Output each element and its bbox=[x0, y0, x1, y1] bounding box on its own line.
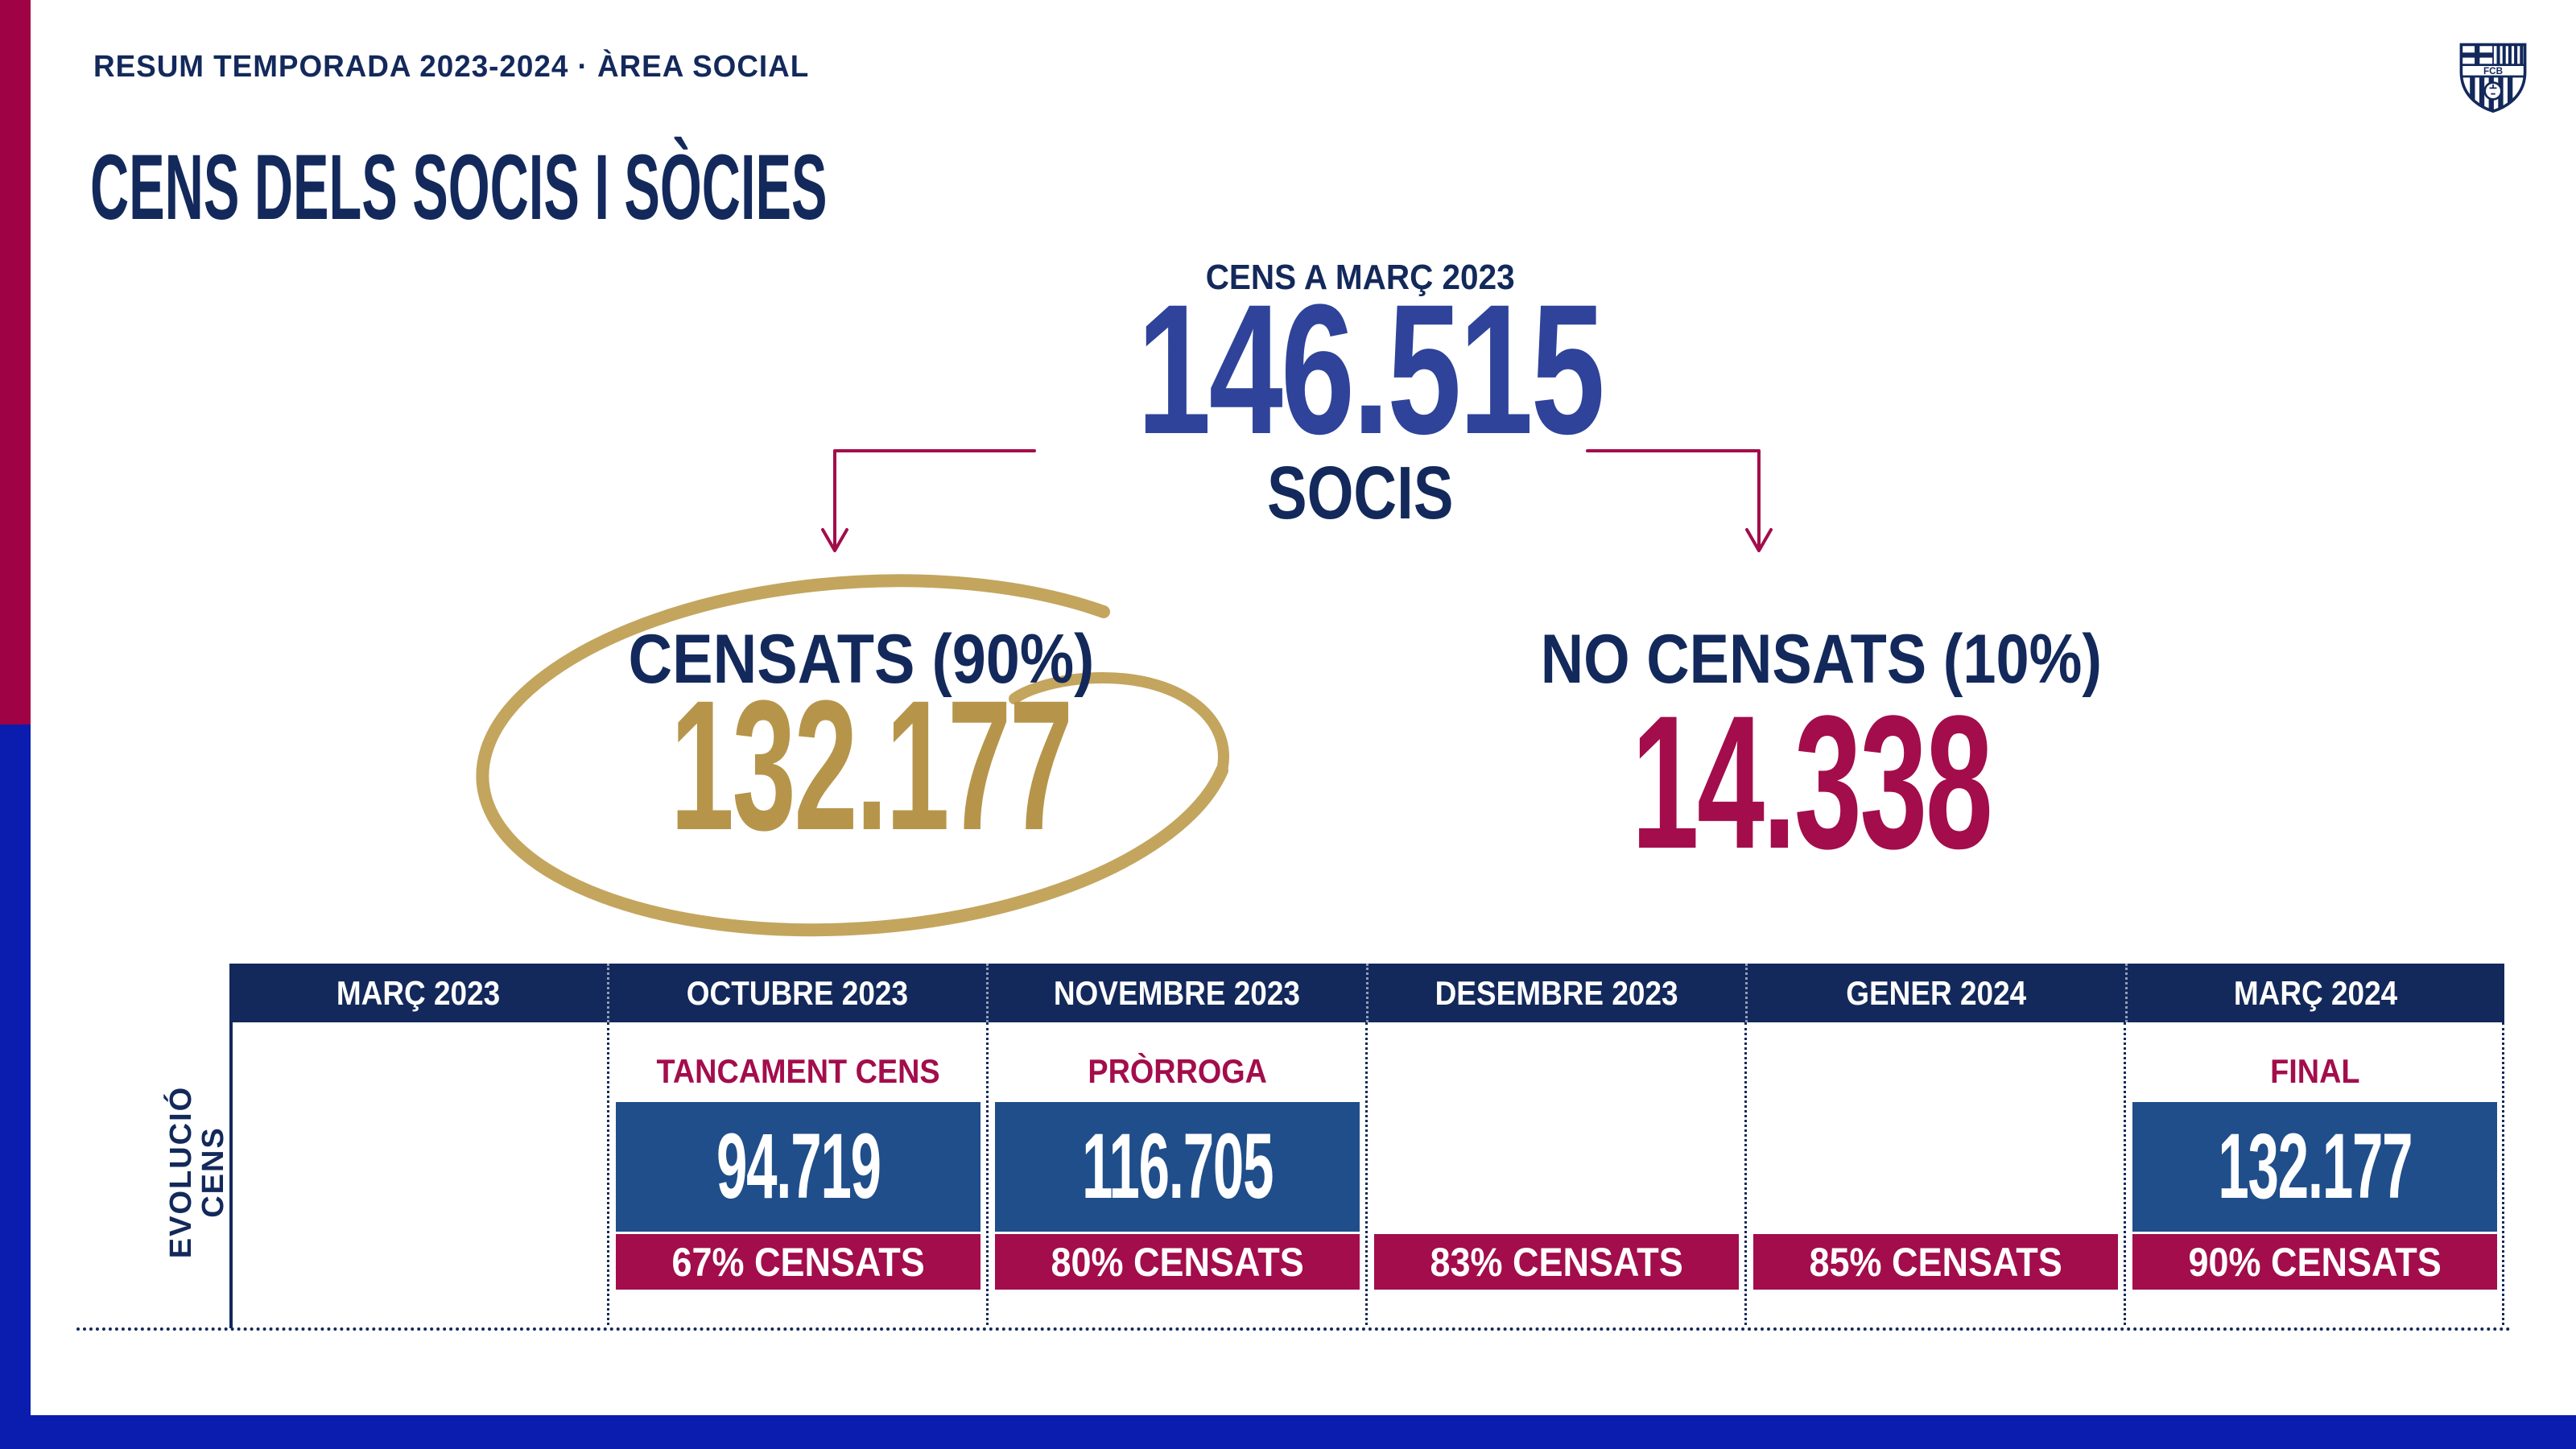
cell-percent-octubre: 67% CENSATS bbox=[616, 1234, 980, 1290]
header-marc-2023: MARÇ 2023 bbox=[336, 973, 500, 1012]
page-title-text: CENS DELS SOCIS I SÒCIES bbox=[90, 136, 828, 239]
censats-label: CENSATS (90%) bbox=[628, 621, 1095, 698]
row-label-evolucio-cens: EVOLUCIÓ CENS bbox=[164, 1085, 230, 1259]
hero-unit: SOCIS bbox=[1267, 451, 1454, 535]
header-octubre-2023: OCTUBRE 2023 bbox=[606, 964, 987, 1022]
header-gener-2024: GENER 2024 bbox=[1745, 964, 2125, 1022]
header-marc-2024: MARÇ 2024 bbox=[2124, 964, 2505, 1022]
header-desembre-2023: DESEMBRE 2023 bbox=[1365, 964, 1746, 1022]
cell-value-novembre: 116.705 bbox=[995, 1102, 1360, 1232]
no-censats-label: NO CENSATS (10%) bbox=[1540, 621, 2102, 698]
breadcrumb-text: RESUM TEMPORADA 2023-2024 · ÀREA SOCIAL bbox=[93, 50, 810, 84]
column-divider bbox=[2124, 1022, 2126, 1325]
table-header-row: MARÇ 2023 OCTUBRE 2023 NOVEMBRE 2023 DES… bbox=[229, 964, 2504, 1022]
evolution-table: MARÇ 2023 OCTUBRE 2023 NOVEMBRE 2023 DES… bbox=[229, 964, 2504, 1331]
left-stripe-blue bbox=[0, 724, 31, 1449]
column-divider bbox=[2502, 1022, 2504, 1325]
column-divider bbox=[986, 1022, 989, 1325]
no-censats-value: 14.338 bbox=[1631, 676, 1993, 889]
branch-arrows-icon bbox=[805, 437, 1787, 558]
cell-value-marc-2024: 132.177 bbox=[2132, 1102, 2497, 1232]
cell-percent-desembre: 83% CENSATS bbox=[1374, 1234, 1739, 1290]
hero-label: CENS A MARÇ 2023 bbox=[1206, 258, 1515, 297]
footer-bar bbox=[0, 1415, 2576, 1449]
gold-circle-icon bbox=[459, 539, 1264, 942]
hero-value: 146.515 bbox=[1137, 266, 1604, 473]
cell-tag-octubre: TANCAMENT CENS bbox=[656, 1052, 940, 1090]
cell-percent-gener: 85% CENSATS bbox=[1753, 1234, 2118, 1290]
crest-initials: FCB bbox=[2483, 66, 2503, 76]
left-stripe-maroon bbox=[0, 0, 31, 724]
column-divider bbox=[1744, 1022, 1747, 1325]
fcb-crest-icon: FCB bbox=[2457, 39, 2529, 114]
table-body: TANCAMENT CENS 94.719 67% CENSATS PRÒRRO… bbox=[229, 1022, 2504, 1328]
header-novembre-2023: NOVEMBRE 2023 bbox=[986, 964, 1366, 1022]
page-title: CENS DELS SOCIS I SÒCIES bbox=[90, 142, 1360, 234]
cell-percent-marc-2024: 90% CENSATS bbox=[2132, 1234, 2497, 1290]
censats-value: 132.177 bbox=[670, 662, 1074, 869]
cell-tag-novembre: PRÒRROGA bbox=[1088, 1052, 1267, 1090]
column-divider bbox=[1365, 1022, 1368, 1325]
cell-percent-novembre: 80% CENSATS bbox=[995, 1234, 1360, 1290]
cell-value-octubre: 94.719 bbox=[616, 1102, 980, 1232]
baseline-dotted-rule bbox=[76, 1327, 2512, 1331]
column-divider bbox=[607, 1022, 609, 1325]
cell-tag-marc-2024: FINAL bbox=[2269, 1052, 2360, 1090]
breadcrumb: RESUM TEMPORADA 2023-2024 · ÀREA SOCIAL bbox=[93, 50, 832, 85]
table-left-border bbox=[229, 1022, 233, 1328]
